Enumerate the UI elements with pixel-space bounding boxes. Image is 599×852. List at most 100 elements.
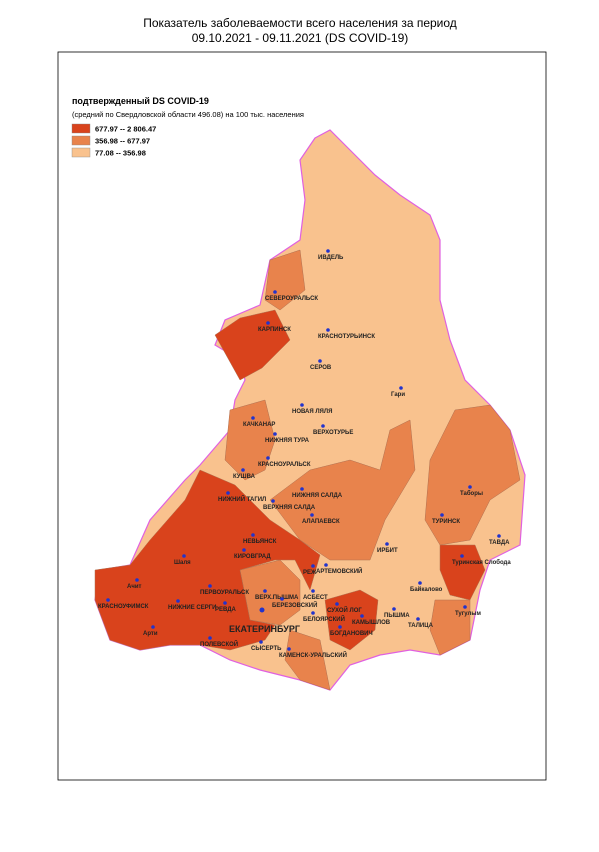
city-label: ТУРИНСК [432, 519, 460, 525]
region [284, 629, 331, 691]
city-dot [266, 456, 270, 460]
city-dot [310, 513, 314, 517]
city-dot [106, 598, 110, 602]
city-dot [300, 403, 304, 407]
city-dot [418, 581, 422, 585]
region [94, 469, 321, 651]
capital-dot [259, 607, 265, 613]
city-label: НЕВЬЯНСК [243, 539, 277, 545]
legend-swatch [71, 123, 91, 134]
city-dot [182, 554, 186, 558]
region [429, 599, 471, 656]
city-label: Таборы [460, 490, 483, 497]
city-dot [468, 485, 472, 489]
city-dot [338, 625, 342, 629]
legend: подтвержденный DS COVID-19 (средний по С… [71, 96, 304, 158]
city-dot [226, 491, 230, 495]
city-dot [326, 328, 330, 332]
city-dot [324, 563, 328, 567]
city-label: ИВДЕЛЬ [318, 255, 344, 261]
city-dot [335, 602, 339, 606]
city-label: НОВАЯ ЛЯЛЯ [292, 409, 332, 415]
city-dot [151, 625, 155, 629]
city-label: АЛАПАЕВСК [302, 519, 340, 525]
city-label: НИЖНИЕ СЕРГИ [168, 605, 216, 611]
city-label: КРАСНОУРАЛЬСК [258, 462, 311, 468]
city-label: Тугулым [455, 611, 481, 617]
city-dot [321, 424, 325, 428]
capital-label: ЕКАТЕРИНБУРГ [229, 624, 300, 634]
city-dot [311, 564, 315, 568]
city-label: ПЫШМА [384, 613, 410, 619]
city-label: ВЕРХНЯЯ САЛДА [263, 505, 316, 511]
city-dot [497, 534, 501, 538]
city-label: КАРПИНСК [258, 327, 291, 333]
city-label: БЕРЕЗОВСКИЙ [272, 601, 317, 609]
city-label: Ачит [127, 584, 142, 590]
city-label: СЕВЕРОУРАЛЬСК [265, 296, 318, 302]
city-dot [251, 416, 255, 420]
city-dot [385, 542, 389, 546]
city-dot [242, 548, 246, 552]
city-label: Байкалово [410, 586, 443, 593]
city-label: ТАВДА [489, 540, 510, 546]
city-dot [273, 432, 277, 436]
legend-swatch [71, 147, 91, 158]
region [424, 404, 521, 546]
city-label: Шаля [174, 560, 191, 566]
legend-label: 677.97 -- 2 806.47 [95, 125, 156, 134]
city-dot [176, 599, 180, 603]
city-dot [318, 359, 322, 363]
city-label: ПОЛЕВСКОЙ [200, 640, 238, 648]
city-dot [263, 589, 267, 593]
city-label: НИЖНЯЯ ТУРА [265, 438, 310, 444]
city-label: Туринская Слобода [452, 559, 511, 566]
legend-title: подтвержденный DS COVID-19 [72, 96, 209, 106]
city-dot [460, 554, 464, 558]
city-label: БЕЛОЯРСКИЙ [303, 615, 345, 623]
city-label: НИЖНЯЯ САЛДА [292, 493, 343, 499]
city-dot [399, 386, 403, 390]
city-dot [223, 601, 227, 605]
city-dot [360, 614, 364, 618]
legend-swatch [71, 135, 91, 146]
city-dot [440, 513, 444, 517]
city-dot [208, 636, 212, 640]
region [224, 399, 276, 481]
city-dot [271, 499, 275, 503]
city-label: ПЕРВОУРАЛЬСК [200, 590, 249, 596]
city-label: КРАСНОТУРЬИНСК [318, 334, 375, 340]
city-dot [311, 611, 315, 615]
title: 09.10.2021 - 09.11.2021 (DS COVID-19) [192, 31, 409, 45]
legend-label: 356.98 -- 677.97 [95, 137, 150, 146]
city-label: НИЖНИЙ ТАГИЛ [218, 495, 266, 503]
city-label: Арти [143, 631, 158, 637]
city-label: СУХОЙ ЛОГ [327, 606, 362, 614]
region [214, 309, 291, 381]
city-dot [259, 640, 263, 644]
legend-subtitle: (средний по Свердловской области 496.08)… [72, 110, 304, 119]
city-dot [280, 597, 284, 601]
city-label: РЕЖ [303, 570, 317, 576]
city-label: КАМЕНСК-УРАЛЬСКИЙ [279, 651, 347, 659]
city-dot [241, 468, 245, 472]
city-dot [311, 589, 315, 593]
city-dot [287, 647, 291, 651]
city-dot [300, 487, 304, 491]
city-dot [135, 578, 139, 582]
city-dot [392, 607, 396, 611]
city-label: ВЕРХОТУРЬЕ [313, 430, 353, 436]
city-dot [273, 290, 277, 294]
city-label: АРТЕМОВСКИЙ [316, 567, 362, 575]
region [439, 544, 486, 601]
city-dot [251, 533, 255, 537]
city-label: КАЧКАНАР [243, 422, 275, 428]
city-dot [463, 605, 467, 609]
city-label: ИРБИТ [377, 548, 398, 554]
city-label: КАМЫШЛОВ [352, 620, 391, 626]
legend-label: 77.08 -- 356.98 [95, 149, 146, 158]
city-label: ВЕРХ.ПЫШМА [255, 595, 299, 601]
city-label: КИРОВГРАД [234, 554, 271, 560]
city-dot [326, 249, 330, 253]
